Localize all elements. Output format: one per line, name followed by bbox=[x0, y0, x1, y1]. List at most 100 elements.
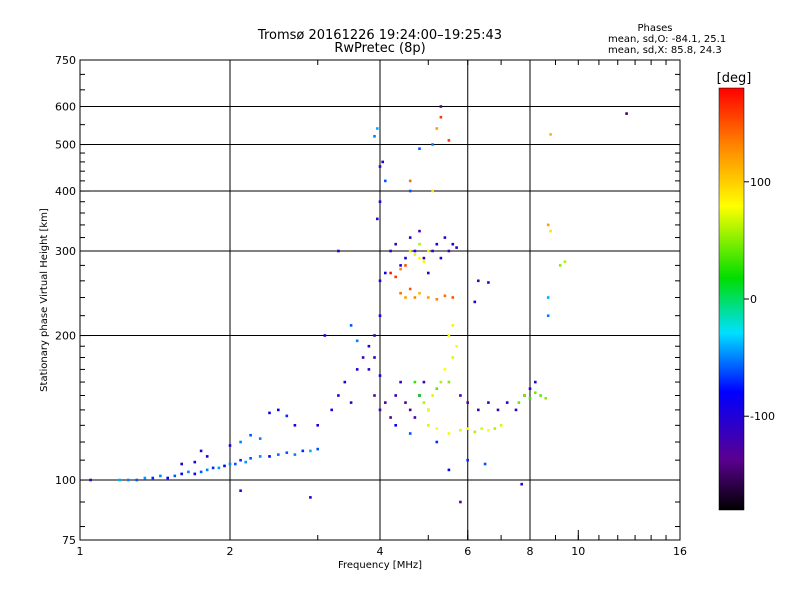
data-point bbox=[143, 476, 147, 480]
data-point bbox=[337, 249, 340, 253]
data-point bbox=[544, 397, 547, 400]
data-point bbox=[546, 223, 550, 227]
data-point bbox=[180, 472, 183, 476]
y-tick-label: 750 bbox=[55, 54, 76, 67]
data-point bbox=[355, 368, 359, 371]
data-point bbox=[389, 271, 392, 275]
data-point bbox=[228, 444, 232, 447]
data-point bbox=[373, 394, 376, 397]
data-point bbox=[199, 470, 203, 474]
data-point bbox=[367, 344, 371, 348]
data-point bbox=[534, 380, 537, 384]
data-point bbox=[399, 264, 402, 267]
data-point bbox=[234, 462, 237, 466]
x-axis-label: Frequency [MHz] bbox=[338, 560, 422, 571]
data-point bbox=[378, 408, 382, 412]
data-point bbox=[528, 397, 532, 400]
data-point bbox=[285, 414, 289, 418]
data-point bbox=[408, 408, 412, 412]
data-point bbox=[431, 143, 434, 146]
data-point bbox=[228, 462, 232, 466]
axis-ticks: 1 2 4 6 8 10 16 75 100 200 300 400 500 600 750 bbox=[55, 54, 687, 558]
data-point bbox=[349, 324, 353, 327]
data-point bbox=[285, 451, 289, 454]
x-tick-label: 10 bbox=[571, 545, 585, 558]
data-point bbox=[439, 115, 443, 119]
data-point bbox=[435, 127, 439, 130]
data-point bbox=[378, 200, 382, 203]
data-point bbox=[349, 401, 353, 404]
data-point bbox=[399, 380, 402, 384]
data-point bbox=[473, 430, 477, 434]
data-point bbox=[376, 127, 379, 130]
y-tick-label: 600 bbox=[55, 101, 76, 114]
x-tick-label: 8 bbox=[527, 545, 534, 558]
data-point bbox=[418, 242, 421, 246]
data-point bbox=[293, 424, 297, 427]
y-tick-label: 300 bbox=[55, 245, 76, 258]
data-point bbox=[466, 458, 469, 462]
data-point bbox=[239, 458, 242, 462]
data-point bbox=[309, 496, 312, 499]
data-point bbox=[418, 147, 421, 150]
colorbar-tick-label: -100 bbox=[750, 410, 775, 423]
data-point bbox=[404, 264, 407, 267]
data-point bbox=[151, 476, 155, 480]
y-tick-label: 500 bbox=[55, 139, 76, 152]
data-point bbox=[404, 296, 407, 299]
data-point bbox=[408, 287, 412, 291]
data-point bbox=[443, 294, 447, 298]
data-point bbox=[534, 391, 537, 394]
data-point bbox=[496, 408, 500, 412]
data-point bbox=[427, 271, 430, 275]
data-point bbox=[439, 380, 443, 384]
data-point bbox=[459, 428, 462, 432]
data-point bbox=[431, 394, 434, 397]
data-point bbox=[473, 300, 477, 304]
data-point bbox=[477, 279, 480, 283]
data-point bbox=[443, 368, 447, 371]
data-point bbox=[480, 427, 483, 430]
y-axis-label: Stationary phase Virtual Height [km] bbox=[39, 208, 50, 392]
data-point bbox=[205, 455, 209, 458]
data-point bbox=[435, 298, 439, 301]
x-tick-label: 2 bbox=[227, 545, 234, 558]
data-point bbox=[166, 476, 169, 480]
data-point bbox=[427, 424, 430, 427]
data-point bbox=[427, 249, 430, 253]
data-point bbox=[89, 478, 92, 482]
data-point bbox=[309, 449, 312, 453]
colorbar-ticks: 100 0 -100 bbox=[744, 176, 775, 423]
data-point bbox=[211, 466, 215, 470]
data-point bbox=[394, 242, 397, 246]
data-point bbox=[258, 455, 262, 458]
data-point bbox=[199, 449, 203, 453]
data-point bbox=[301, 449, 305, 453]
data-point bbox=[517, 401, 521, 404]
data-point bbox=[373, 334, 376, 337]
data-point bbox=[118, 478, 121, 482]
colorbar-label: [deg] bbox=[717, 71, 752, 86]
data-point bbox=[487, 428, 490, 432]
colorbar-tick-label: 100 bbox=[750, 176, 771, 189]
data-point bbox=[135, 478, 139, 482]
data-point bbox=[451, 356, 455, 359]
data-point bbox=[399, 267, 402, 271]
data-point bbox=[439, 105, 443, 108]
data-point bbox=[376, 217, 379, 221]
data-point bbox=[439, 256, 443, 260]
data-point bbox=[408, 236, 412, 239]
data-points bbox=[89, 105, 628, 504]
data-point bbox=[316, 447, 319, 451]
data-point bbox=[505, 401, 509, 404]
data-point bbox=[373, 135, 376, 138]
data-point bbox=[223, 464, 226, 468]
data-point bbox=[384, 179, 387, 183]
data-point bbox=[413, 253, 417, 256]
data-point bbox=[187, 470, 190, 474]
data-point bbox=[399, 291, 402, 295]
data-point bbox=[563, 260, 567, 263]
data-point bbox=[447, 380, 451, 384]
x-tick-label: 1 bbox=[77, 545, 84, 558]
data-point bbox=[539, 394, 542, 397]
